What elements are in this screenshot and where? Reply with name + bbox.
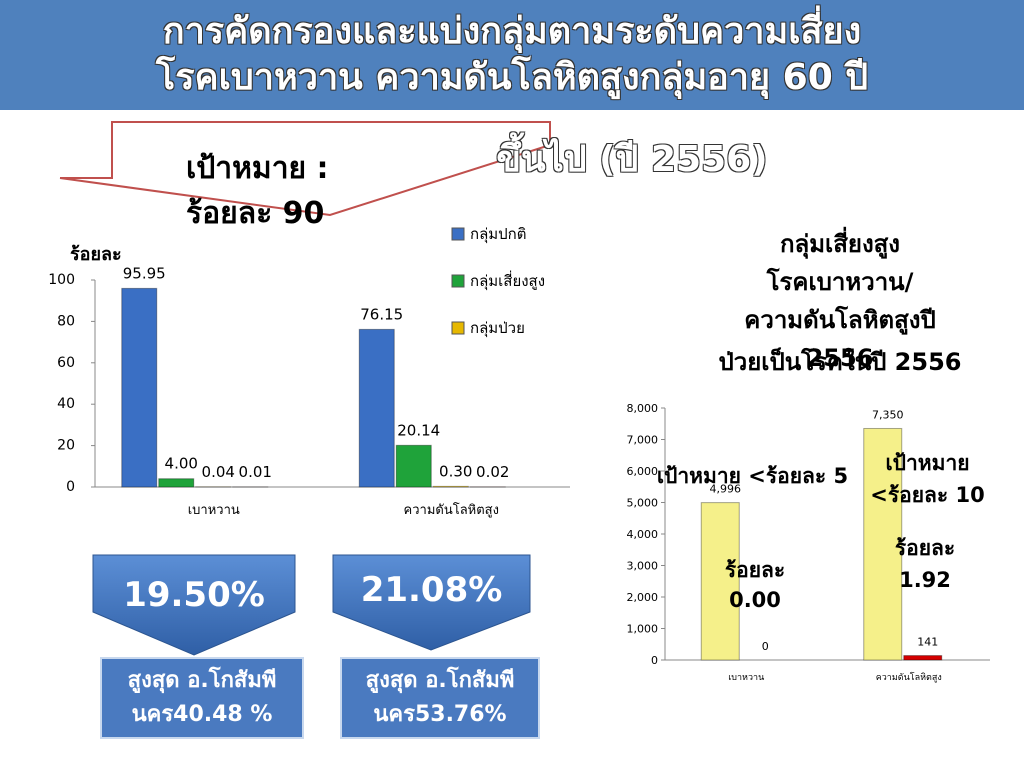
heading-line: 2556 bbox=[806, 344, 874, 372]
slide-title: โรคเบาหวาน ความดันโลหิตสูงกลุ่มอายุ 60 ป… bbox=[155, 57, 869, 98]
value-label: 0.02 bbox=[476, 463, 509, 481]
value-label: 20.14 bbox=[397, 421, 440, 439]
annotation: ร้อยละ 1.92 bbox=[894, 536, 956, 592]
value-label: 141 bbox=[917, 636, 938, 649]
value-label: 76.15 bbox=[360, 305, 403, 323]
y-tick-label: 80 bbox=[57, 313, 75, 329]
legend-swatch bbox=[451, 274, 465, 288]
value-label: 0.01 bbox=[239, 463, 272, 481]
y-tick-label: 20 bbox=[57, 438, 75, 454]
y-tick-label: 6,000 bbox=[627, 465, 659, 478]
legend-label: กลุ่มป่วย bbox=[470, 319, 525, 338]
legend-swatch bbox=[451, 321, 465, 335]
callout-outline bbox=[60, 121, 551, 179]
bar bbox=[395, 444, 432, 488]
bar bbox=[358, 328, 395, 488]
bar bbox=[903, 655, 943, 661]
callout-outline bbox=[59, 144, 551, 217]
bar bbox=[700, 502, 740, 661]
y-tick-label: 2,000 bbox=[627, 591, 659, 604]
y-tick-label: 4,000 bbox=[627, 528, 659, 541]
x-tick-label: เบาหวาน bbox=[188, 503, 240, 518]
y-tick-label: 8,000 bbox=[627, 402, 659, 415]
legend-label: กลุ่มเสี่ยงสูง bbox=[470, 270, 545, 291]
y-axis-label: ร้อยละ bbox=[70, 244, 122, 265]
y-tick-label: 1,000 bbox=[627, 623, 659, 636]
heading-line: กลุ่มเสี่ยงสูง bbox=[779, 230, 901, 258]
y-tick-label: 100 bbox=[48, 272, 75, 288]
value-label: 0.04 bbox=[202, 463, 235, 481]
slide-title: การคัดกรองและแบ่งกลุ่มตามระดับความเสี่ยง bbox=[162, 11, 862, 52]
value-label: 95.95 bbox=[123, 264, 166, 282]
value-label: 7,350 bbox=[872, 408, 904, 421]
summary-note: สูงสุด อ.โกสัมพีนคร40.48 % bbox=[100, 657, 304, 739]
heading-line: ความดันโลหิตสูงปี bbox=[744, 306, 936, 334]
target-callout: เป้าหมาย : bbox=[186, 151, 329, 186]
bar bbox=[432, 485, 469, 488]
title-band bbox=[0, 0, 1024, 110]
target-callout: ร้อยละ 90 bbox=[186, 196, 325, 231]
legend-swatch bbox=[451, 227, 465, 241]
y-tick-label: 7,000 bbox=[627, 434, 659, 447]
summary-arrow bbox=[92, 554, 296, 656]
bar bbox=[863, 427, 903, 661]
value-label: 0.30 bbox=[439, 462, 472, 480]
summary-arrow bbox=[332, 554, 531, 651]
annotation: เป้าหมาย <ร้อยละ 10 bbox=[870, 451, 985, 507]
chart-title: ป่วยเป็นโรคในปี 2556 bbox=[718, 348, 962, 376]
slide-title: ขึ้นไป (ปี 2556) bbox=[496, 139, 768, 180]
heading-line: โรคเบาหวาน/ bbox=[766, 268, 914, 296]
risk-heading: กลุ่มเสี่ยงสูง โรคเบาหวาน/ ความดันโลหิตส… bbox=[690, 225, 990, 377]
bar bbox=[158, 478, 195, 488]
y-tick-label: 60 bbox=[57, 355, 75, 371]
y-tick-label: 0 bbox=[651, 654, 658, 667]
bar bbox=[121, 287, 158, 488]
x-tick-label: ความดันโลหิตสูง bbox=[404, 502, 499, 518]
x-tick-label: เบาหวาน bbox=[728, 673, 764, 683]
summary-note: สูงสุด อ.โกสัมพีนคร53.76% bbox=[340, 657, 540, 739]
value-label: 4.00 bbox=[165, 455, 198, 473]
x-tick-label: ความดันโลหิตสูง bbox=[876, 672, 942, 683]
legend-label: กลุ่มปกติ bbox=[470, 225, 527, 244]
y-tick-label: 0 bbox=[66, 479, 75, 495]
value-label: 4,996 bbox=[710, 483, 742, 496]
annotation: ร้อยละ 0.00 bbox=[724, 558, 786, 612]
summary-percent: 21.08% bbox=[360, 570, 503, 610]
value-label: 0 bbox=[762, 640, 769, 653]
summary-percent: 19.50% bbox=[123, 575, 265, 615]
y-tick-label: 3,000 bbox=[627, 560, 659, 573]
y-tick-label: 40 bbox=[57, 396, 75, 412]
annotation: เป้าหมาย <ร้อยละ 5 bbox=[656, 464, 849, 488]
y-tick-label: 5,000 bbox=[627, 497, 659, 510]
